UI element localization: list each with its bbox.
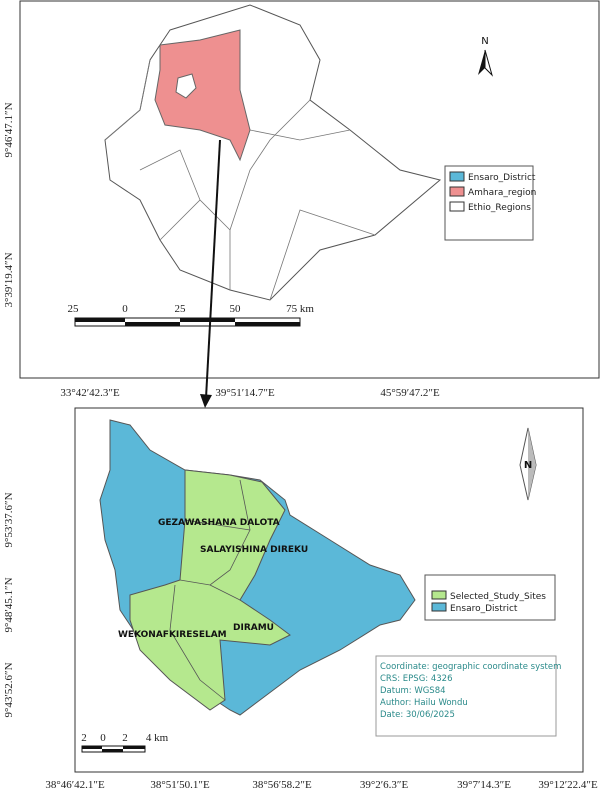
- legend-swatch: [431, 590, 447, 600]
- lat-label: 9°43′52.6″N: [3, 662, 15, 717]
- site-label: WEKONAFKIRESELAM: [118, 630, 227, 640]
- site-label: GEZAWASHANA DALOTA: [158, 518, 280, 528]
- legend-box: [424, 574, 556, 621]
- lat-label: 9°48′45.1″N: [3, 577, 15, 632]
- scale-label: 75 km: [286, 303, 314, 315]
- lon-label: 38°46′42.1″E: [45, 779, 105, 791]
- lat-label: 9°53′37.6″N: [3, 492, 15, 547]
- lon-label: 39°2′6.3″E: [360, 779, 409, 791]
- legend-label: Ethio_Regions: [468, 203, 531, 213]
- scale-label: 0: [100, 732, 106, 744]
- region-hole: [175, 73, 197, 99]
- connector-arrowhead: [200, 394, 212, 408]
- site-label: DIRAMU: [233, 623, 274, 633]
- site-label: SALAYISHINA DIREKU: [200, 545, 308, 555]
- legend-swatch: [449, 186, 465, 197]
- legend-label: Amhara_region: [468, 188, 536, 198]
- lon-label: 39°12′22.4″E: [538, 779, 598, 791]
- legend-swatch: [449, 201, 465, 212]
- amhara-region: [154, 29, 251, 162]
- legend-label: Ensaro_District: [450, 604, 518, 614]
- lat-label: 9°46′47.1″N: [3, 102, 15, 157]
- legend-label: Selected_Study_Sites: [450, 592, 546, 602]
- scale-label: 2: [122, 732, 128, 744]
- info-line: Author: Hailu Wondu: [380, 698, 468, 708]
- lon-label: 39°51′14.7″E: [215, 387, 275, 399]
- lon-label: 38°51′50.1″E: [150, 779, 210, 791]
- north-label: N: [524, 460, 532, 471]
- info-line: Coordinate: geographic coordinate system: [380, 662, 561, 672]
- scale-label: 25: [68, 303, 80, 315]
- legend-label: Ensaro_District: [468, 173, 536, 183]
- lon-label: 45°59′47.2″E: [380, 387, 440, 399]
- scale-label: 4 km: [146, 732, 169, 744]
- info-line: CRS: EPSG: 4326: [380, 674, 452, 684]
- north-label: N: [481, 36, 488, 47]
- scale-label: 0: [122, 303, 128, 315]
- scale-bar: [74, 317, 301, 327]
- info-line: Datum: WGS84: [380, 686, 446, 696]
- scale-label: 25: [175, 303, 187, 315]
- north-arrow: [478, 50, 485, 75]
- lon-label: 33°42′42.3″E: [60, 387, 120, 399]
- connector-arrow: [205, 139, 221, 399]
- site-borders: [169, 479, 251, 701]
- lat-label: 3°39′19.4″N: [3, 252, 15, 307]
- info-box: [375, 655, 557, 737]
- legend-swatch: [449, 171, 465, 182]
- legend-swatch: [431, 602, 447, 612]
- lon-label: 39°7′14.3″E: [457, 779, 511, 791]
- scale-label: 50: [230, 303, 242, 315]
- north-arrow: [528, 428, 536, 500]
- info-line: Date: 30/06/2025: [380, 710, 455, 720]
- scale-label: 2: [81, 732, 87, 744]
- lon-label: 38°56′58.2″E: [252, 779, 312, 791]
- scale-bar: [81, 745, 146, 753]
- region-borders: [104, 59, 376, 301]
- north-arrow: [484, 49, 493, 77]
